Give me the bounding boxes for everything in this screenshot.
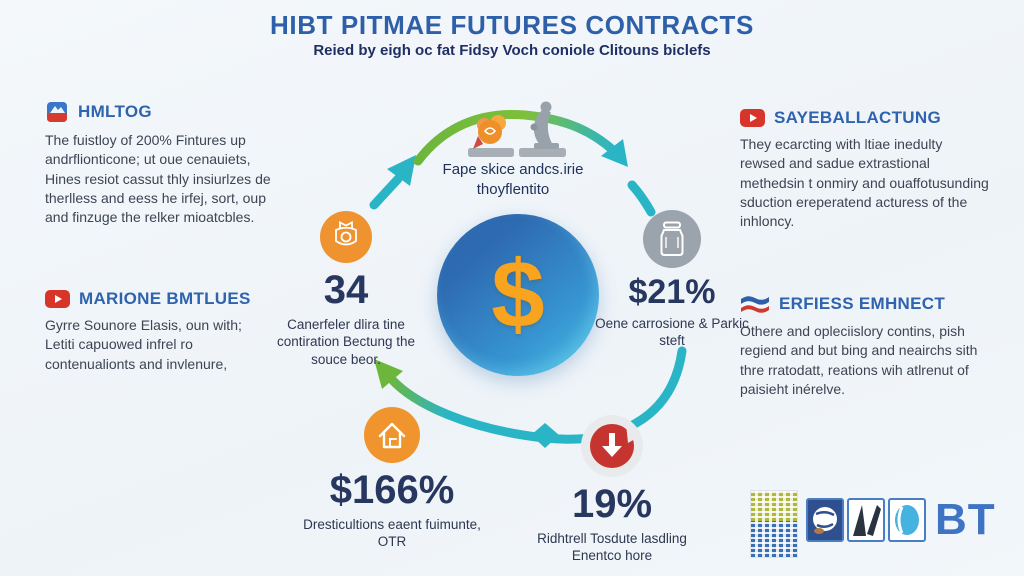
- section-body: Othere and opleciislory contins, pish re…: [740, 323, 978, 397]
- logo-tile-lens-icon: [888, 498, 926, 542]
- logo-tile-slash-icon: [847, 498, 885, 542]
- section-erfiess-emhnect: ERFIESS EMHNECT Othere and opleciislory …: [740, 293, 990, 399]
- dollar-coin: $: [437, 214, 599, 376]
- ribbon-icon: [473, 136, 483, 149]
- arrowhead-up-right: [387, 155, 416, 186]
- stat-caption: Dresticultions eaent fuimunte, OTR: [303, 517, 481, 550]
- section-body: The fuistloy of 200% Fintures up andrfli…: [45, 132, 271, 226]
- stat-value: 34: [323, 268, 369, 312]
- stat-34: 34 Canerfeler dlira tine contiration Bec…: [262, 211, 430, 368]
- section-body: Gyrre Sounore Elasis, oun with; Letiti c…: [45, 317, 242, 372]
- arrowhead-up-left: [374, 359, 403, 389]
- stat-caption: Canerfeler dlira tine contiration Bectun…: [276, 317, 416, 367]
- brand-logo: BT: [806, 498, 996, 542]
- cycle-top-caption: Fape skice andcs.irie thoyflentito: [388, 160, 638, 199]
- award-and-microscope-icons: [468, 101, 566, 157]
- microscope-icon: [530, 101, 559, 149]
- section-hmltog: HMLTOG The fuistloy of 200% Fintures up …: [45, 100, 275, 228]
- wavy-flag-icon: [741, 296, 769, 313]
- section-marione-bmtlues: MARIONE BMTLUES Gyrre Sounore Elasis, ou…: [45, 289, 275, 374]
- house-icon: [364, 407, 420, 463]
- stat-value: $21%: [628, 273, 716, 311]
- page-title: HIBT PITMAE FUTURES CONTRACTS: [270, 10, 754, 40]
- qr-bottom-half: [751, 521, 797, 557]
- download-arrow-icon: [581, 415, 643, 477]
- arrow-knot: [531, 423, 559, 448]
- section-sayeballactung: SAYEBALLACTUNG They ecarcting with ltiae…: [740, 108, 990, 232]
- stat-166-percent: $166% Dresticultions eaent fuimunte, OTR: [302, 407, 482, 551]
- section-heading: MARIONE BMTLUES: [79, 289, 251, 308]
- stat-caption: Ridhtrell Tosdute lasdling Enentco hore: [537, 531, 687, 564]
- logo-text: BT: [935, 495, 996, 544]
- qr-stamp-icon: [750, 490, 798, 558]
- play-icon: [45, 290, 70, 308]
- cycle-arrows: [369, 109, 687, 448]
- caption-line-2: thoyflentito: [476, 180, 550, 198]
- section-body: They ecarcting with ltiae inedulty rewse…: [740, 136, 989, 230]
- section-heading: SAYEBALLACTUNG: [774, 108, 941, 127]
- mountain-shield-icon: [47, 102, 67, 122]
- stat-21-percent: $21% Oene carrosione & Parkic steft: [588, 210, 756, 350]
- stat-value: 19%: [571, 482, 653, 526]
- stat-caption: Oene carrosione & Parkic steft: [595, 316, 749, 349]
- arrowhead-down-right: [601, 139, 628, 167]
- stat-19-percent: 19% Ridhtrell Tosdute lasdling Enentco h…: [522, 415, 702, 565]
- qr-top-half: [751, 491, 797, 521]
- stat-value: $166%: [329, 468, 455, 512]
- dollar-sign: $: [491, 241, 545, 348]
- crest-badge-icon: [320, 211, 372, 263]
- logo-tile-globe-icon: [806, 498, 844, 542]
- jar-icon: [643, 210, 701, 268]
- play-icon: [740, 109, 765, 127]
- award-flower-icon: [478, 120, 502, 144]
- caption-line-1: Fape skice andcs.irie: [442, 161, 584, 178]
- page-subtitle: Reied by eigh oc fat Fidsy Voch coniole …: [313, 42, 711, 59]
- section-heading: HMLTOG: [78, 102, 152, 121]
- section-heading: ERFIESS EMHNECT: [779, 294, 946, 313]
